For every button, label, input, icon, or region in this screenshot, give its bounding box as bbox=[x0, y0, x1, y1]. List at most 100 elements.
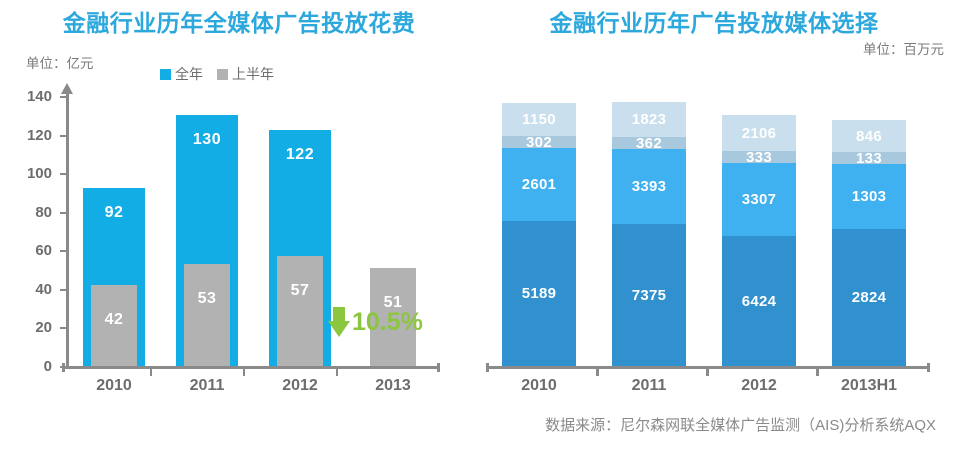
x-axis-label-2012: 2012 bbox=[741, 377, 777, 394]
stacked-bar-2012[interactable]: 2106 333 3307 6424 bbox=[722, 115, 796, 366]
x-tick bbox=[816, 369, 819, 376]
segment-newspaper-2012[interactable]: 3307 bbox=[722, 163, 796, 236]
legend-swatch-icon bbox=[217, 68, 228, 80]
segment-tv-2013h1[interactable]: 2824 bbox=[832, 229, 906, 366]
x-tick bbox=[596, 369, 599, 376]
y-tick bbox=[60, 327, 66, 329]
y-axis-line bbox=[66, 93, 69, 368]
y-tick-label: 0 bbox=[43, 358, 52, 375]
stacked-bar-2011[interactable]: 1823 362 3393 7375 bbox=[612, 102, 686, 366]
segment-value: 6424 bbox=[741, 292, 777, 310]
y-tick-label: 40 bbox=[35, 281, 52, 298]
down-arrow-icon bbox=[328, 307, 350, 337]
segment-radio-2013h1[interactable]: 846 bbox=[832, 120, 906, 152]
stacked-bar-2013h1[interactable]: 846 133 1303 2824 bbox=[832, 120, 906, 366]
segment-value: 5189 bbox=[521, 285, 557, 302]
segment-tv-2012[interactable]: 6424 bbox=[722, 236, 796, 366]
y-tick bbox=[60, 135, 66, 137]
legend-label: 上半年 bbox=[232, 66, 274, 82]
bar-half-year-2013[interactable]: 51 bbox=[370, 268, 416, 366]
segment-value: 1150 bbox=[522, 111, 556, 128]
left-chart-legend: 全年 上半年 bbox=[160, 64, 274, 84]
bar-half-year-2010[interactable]: 42 bbox=[91, 285, 137, 366]
data-source-note: 数据来源：尼尔森网联全媒体广告监测（AIS)分析系统AQX bbox=[545, 417, 936, 434]
segment-value: 302 bbox=[526, 133, 552, 151]
legend-swatch-icon bbox=[160, 68, 171, 80]
x-axis-label-2010: 2010 bbox=[521, 377, 557, 394]
segment-magazine-2010[interactable]: 302 bbox=[502, 133, 576, 151]
x-axis-start-cap bbox=[486, 363, 489, 372]
segment-value: 3393 bbox=[631, 178, 667, 195]
bar-half-year-2011[interactable]: 53 bbox=[184, 264, 230, 366]
x-axis-label-2011: 2011 bbox=[631, 377, 667, 394]
x-tick bbox=[150, 369, 152, 376]
y-tick bbox=[60, 173, 66, 175]
segment-tv-2011[interactable]: 7375 bbox=[612, 224, 686, 366]
x-axis-label-2010: 2010 bbox=[96, 377, 132, 394]
y-tick bbox=[60, 212, 66, 214]
y-tick-label: 100 bbox=[26, 165, 52, 182]
segment-magazine-2012[interactable]: 333 bbox=[722, 148, 796, 166]
segment-value: 846 bbox=[856, 127, 882, 145]
segment-value: 7375 bbox=[631, 286, 667, 304]
left-chart-title: 金融行业历年全媒体广告投放花费 bbox=[62, 10, 416, 36]
segment-magazine-2013h1[interactable]: 133 bbox=[832, 149, 906, 167]
x-tick bbox=[336, 369, 338, 376]
y-tick bbox=[60, 250, 66, 252]
segment-radio-2012[interactable]: 2106 bbox=[722, 115, 796, 151]
x-axis-label-2011: 2011 bbox=[189, 377, 225, 394]
bar-value: 51 bbox=[383, 294, 403, 311]
y-tick-label: 120 bbox=[26, 127, 52, 144]
x-axis-label-2013: 2013 bbox=[375, 377, 411, 394]
y-axis-arrow-icon bbox=[61, 83, 73, 94]
segment-radio-2011[interactable]: 1823 bbox=[612, 102, 686, 137]
y-tick-label: 20 bbox=[35, 319, 52, 336]
segment-newspaper-2013h1[interactable]: 1303 bbox=[832, 164, 906, 229]
x-axis-end-cap bbox=[927, 363, 930, 372]
right-unit-label: 单位：百万元 bbox=[863, 42, 944, 57]
segment-radio-2010[interactable]: 1150 bbox=[502, 103, 576, 136]
stacked-bar-2010[interactable]: 1150 302 2601 5189 bbox=[502, 103, 576, 366]
segment-newspaper-2010[interactable]: 2601 bbox=[502, 148, 576, 221]
segment-value: 2106 bbox=[741, 124, 777, 142]
y-tick-label: 80 bbox=[35, 204, 52, 221]
x-axis-line bbox=[62, 366, 440, 369]
x-axis-label-2012: 2012 bbox=[282, 377, 318, 394]
y-tick bbox=[60, 289, 66, 291]
segment-value: 333 bbox=[746, 148, 772, 166]
segment-value: 1823 bbox=[631, 111, 667, 128]
segment-value: 133 bbox=[856, 149, 882, 167]
x-tick bbox=[706, 369, 709, 376]
decline-percent-label: 10.5% bbox=[352, 307, 423, 336]
left-plot-area: 0 20 40 60 80 100 120 140 92 42 2010 130… bbox=[0, 83, 474, 400]
x-tick bbox=[243, 369, 245, 376]
bar-value: 122 bbox=[285, 146, 315, 163]
left-unit-label: 单位：亿元 bbox=[26, 56, 94, 71]
legend-label: 全年 bbox=[175, 66, 203, 82]
bar-value: 57 bbox=[290, 282, 310, 299]
segment-value: 2601 bbox=[521, 176, 557, 193]
bar-half-year-2012[interactable]: 57 bbox=[277, 256, 323, 366]
y-tick bbox=[60, 96, 66, 98]
bar-value: 42 bbox=[104, 311, 124, 328]
bar-value: 53 bbox=[197, 290, 217, 307]
bar-value: 130 bbox=[192, 131, 222, 148]
x-axis-line bbox=[486, 366, 930, 369]
segment-value: 2824 bbox=[851, 289, 887, 306]
y-tick bbox=[60, 366, 66, 368]
left-chart-panel: 金融行业历年全媒体广告投放花费 单位：亿元 全年 上半年 0 20 40 60 … bbox=[0, 0, 474, 400]
segment-newspaper-2011[interactable]: 3393 bbox=[612, 149, 686, 224]
segment-value: 362 bbox=[636, 134, 662, 152]
x-axis-end-cap bbox=[437, 363, 440, 372]
segment-value: 1303 bbox=[851, 188, 887, 205]
bar-value: 92 bbox=[104, 204, 124, 221]
legend-item-first-half[interactable]: 上半年 bbox=[217, 64, 274, 84]
segment-magazine-2011[interactable]: 362 bbox=[612, 134, 686, 152]
decline-callout: 10.5% bbox=[328, 307, 423, 337]
segment-value: 3307 bbox=[741, 191, 777, 208]
right-plot-area: 1150 302 2601 5189 2010 1823 362 3393 bbox=[474, 85, 954, 400]
y-tick-label: 140 bbox=[26, 88, 52, 105]
y-tick-label: 60 bbox=[35, 242, 52, 259]
segment-tv-2010[interactable]: 5189 bbox=[502, 221, 576, 366]
legend-item-full-year[interactable]: 全年 bbox=[160, 64, 203, 84]
